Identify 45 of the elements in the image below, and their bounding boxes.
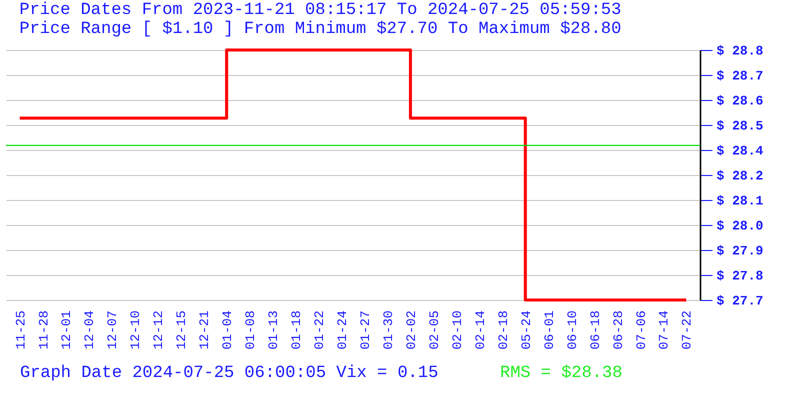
- y-tick-label: $ 27.9: [716, 244, 764, 258]
- x-tick-label: 01-04: [220, 310, 236, 350]
- y-tick-label: $ 28.2: [716, 168, 764, 184]
- x-tick-label: 01-08: [243, 310, 258, 350]
- chart-subtitle: Price Range [ $1.10 ] From Minimum $27.70 To Maximum $28.80: [19, 20, 622, 39]
- y-tick-label: $ 28.0: [716, 218, 764, 234]
- x-tick-label: 12-21: [197, 310, 212, 350]
- x-tick-label: 02-18: [496, 310, 511, 350]
- y-tick-label: $ 27.8: [716, 268, 764, 284]
- x-tick-label: 06-01: [542, 310, 557, 350]
- y-tick-label: $ 27.7: [716, 294, 764, 308]
- x-tick-label: 12-07: [105, 310, 120, 350]
- x-tick-label: 02-05: [426, 310, 442, 350]
- y-tick-label: $ 28.7: [716, 68, 764, 84]
- y-tick-label: $ 28.6: [716, 94, 764, 108]
- y-tick-label: $ 28.1: [716, 194, 764, 208]
- x-tick-label: 02-02: [404, 310, 419, 350]
- x-tick-label: 01-13: [266, 310, 282, 350]
- y-tick-label: $ 28.5: [716, 118, 764, 134]
- text: Graph Date 2024-07-25 06:00:05 Vix = 0.15: [20, 364, 438, 383]
- x-tick-label: 12-12: [151, 310, 166, 350]
- text: RMS = $28.38: [500, 364, 622, 383]
- y-tick-label: $ 28.8: [716, 44, 764, 58]
- x-tick-label: 01-27: [358, 310, 373, 350]
- x-tick-label: 02-14: [472, 310, 488, 350]
- x-tick-label: 07-06: [634, 310, 649, 350]
- x-tick-label: 12-15: [174, 310, 190, 350]
- x-tick-label: 07-22: [680, 310, 695, 350]
- x-tick-label: 06-28: [610, 310, 626, 350]
- chart-title: Price Dates From 2023-11-21 08:15:17 To 2024-07-25 05:59:53: [19, 1, 622, 20]
- x-tick-label: 12-01: [59, 310, 74, 350]
- x-tick-label: 02-10: [450, 310, 465, 350]
- x-tick-label: 11-28: [36, 310, 52, 350]
- x-tick-label: 12-04: [82, 310, 98, 350]
- x-tick-label: 01-22: [312, 310, 328, 350]
- y-tick-label: $ 28.4: [716, 144, 764, 158]
- x-tick-label: 06-18: [588, 310, 603, 350]
- x-tick-label: 06-10: [564, 310, 580, 350]
- x-tick-label: 11-25: [13, 310, 28, 350]
- x-tick-label: 07-14: [656, 310, 672, 350]
- x-tick-label: 05-24: [518, 310, 534, 350]
- x-tick-label: 01-24: [335, 310, 350, 350]
- x-tick-label: 01-18: [289, 310, 304, 350]
- x-tick-label: 01-30: [380, 310, 396, 350]
- x-tick-label: 12-10: [128, 310, 144, 350]
